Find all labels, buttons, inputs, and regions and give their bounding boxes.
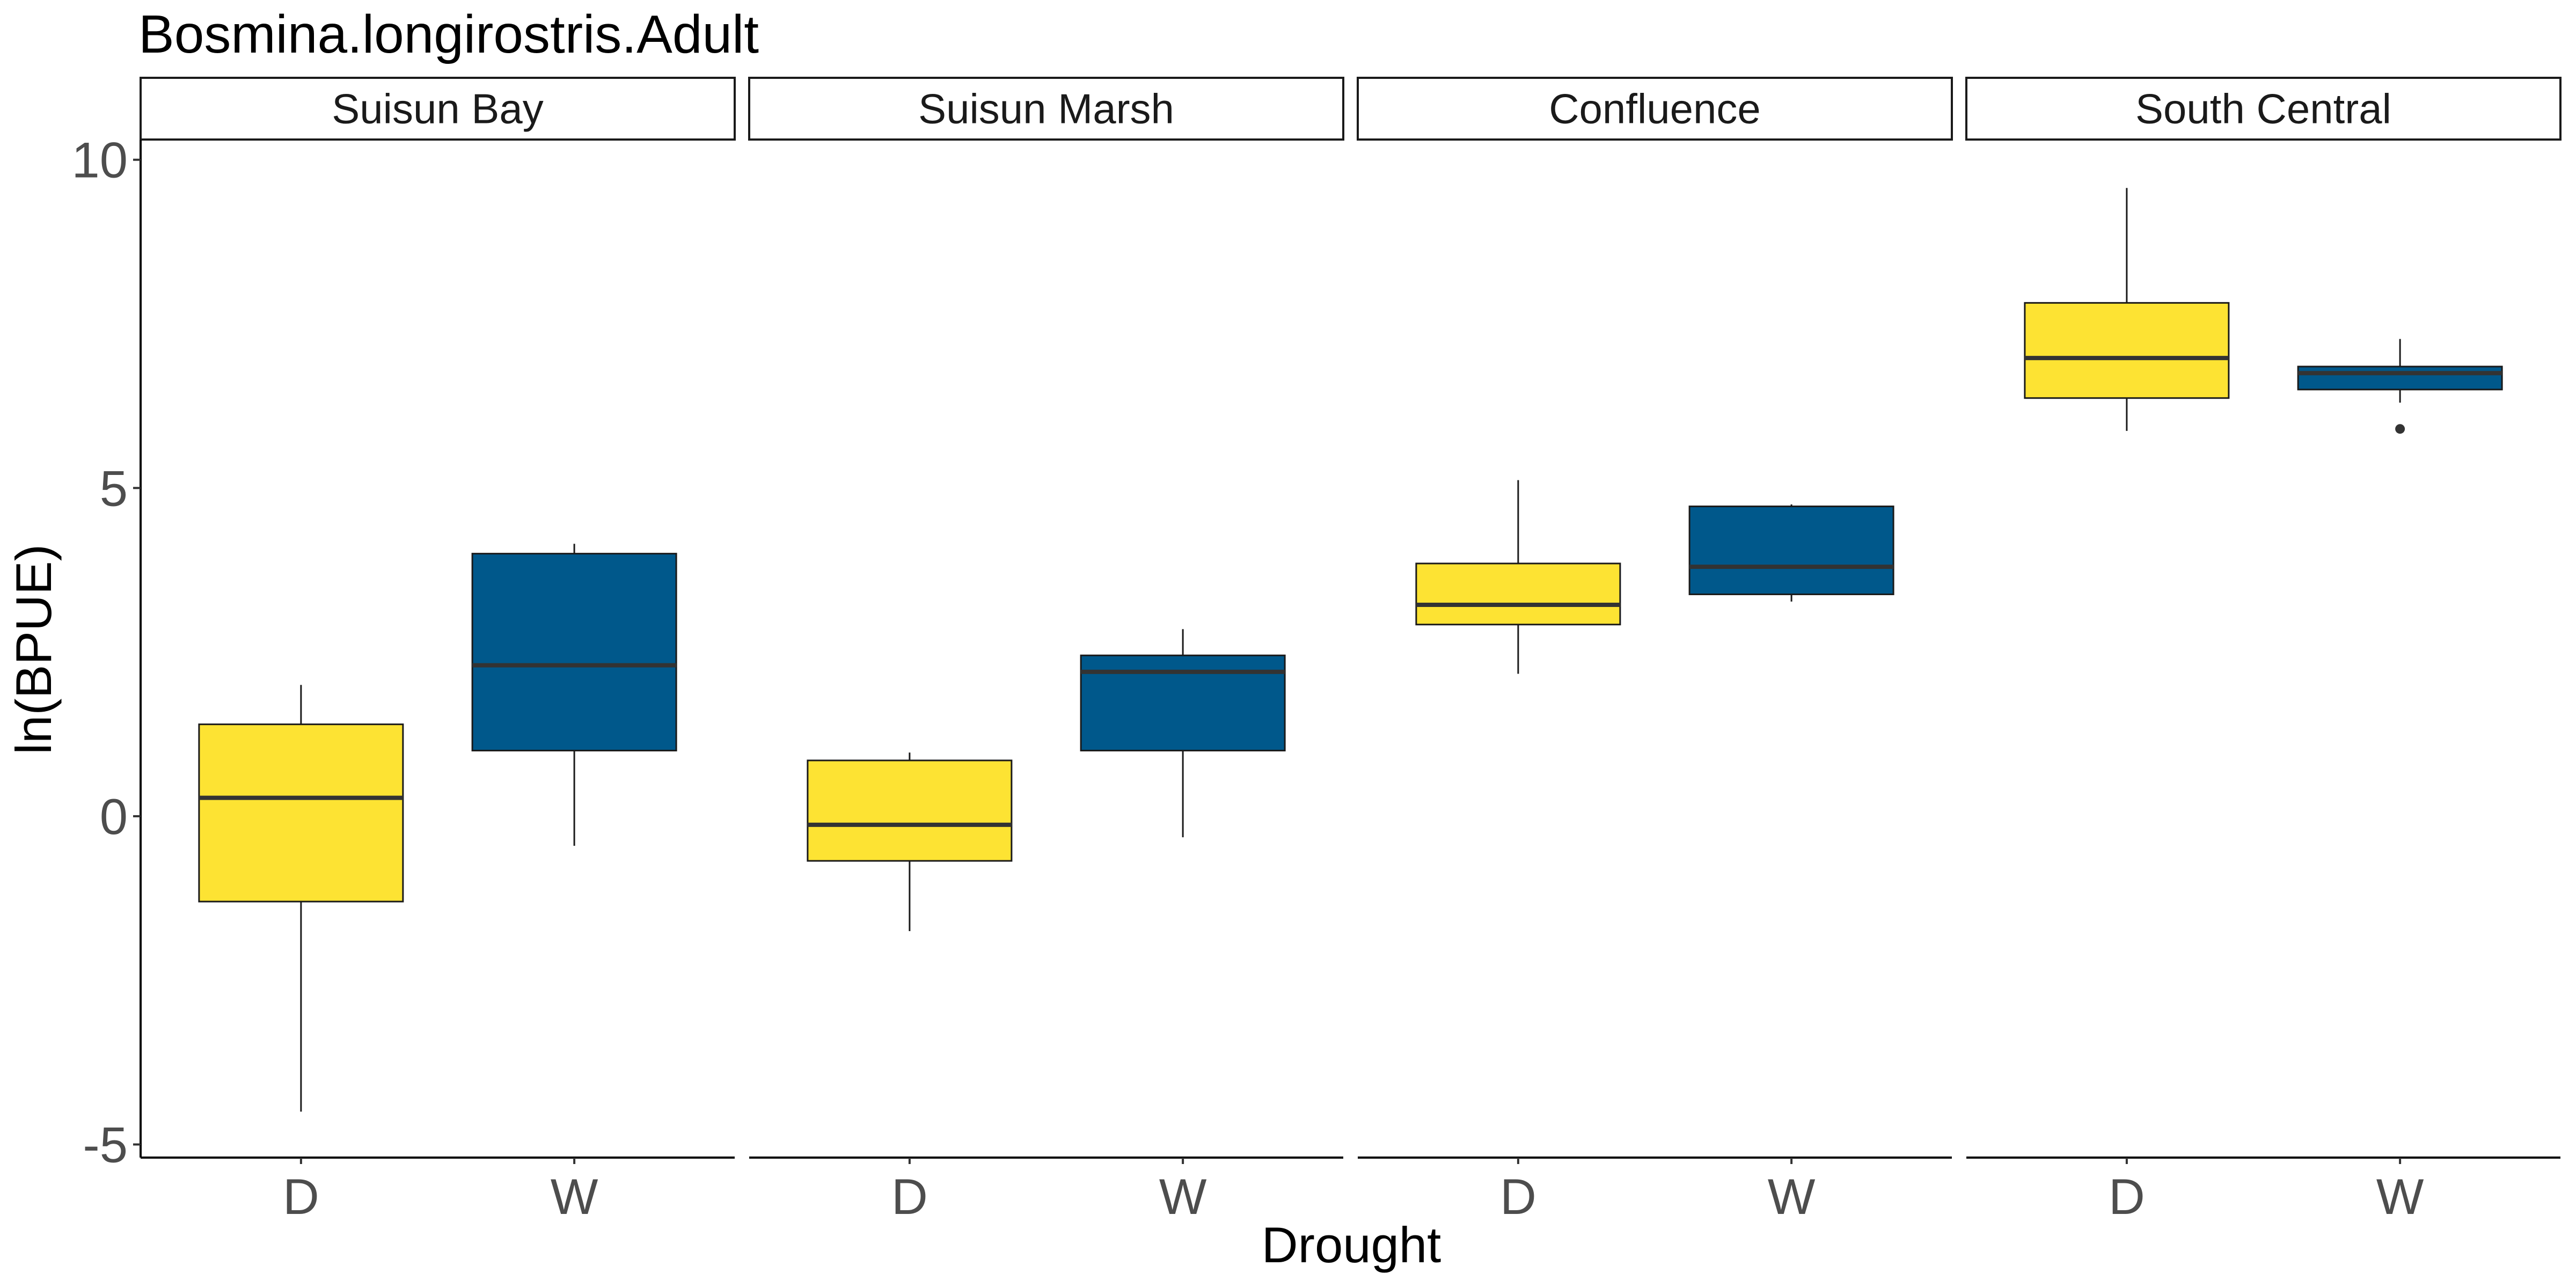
box-body <box>2024 302 2230 399</box>
box-W <box>2297 339 2503 434</box>
y-tick-label: -5 <box>83 1117 128 1173</box>
box-body <box>1688 506 1894 595</box>
box-D <box>2024 188 2230 431</box>
facet-panel: South Central D W <box>1965 77 2562 1225</box>
facet-panel: Suisun Marsh D W <box>748 77 1344 1225</box>
facet-strip <box>1965 77 2562 141</box>
x-tick-label: D <box>283 1168 319 1225</box>
x-tick-label: D <box>2109 1168 2145 1225</box>
x-tick-label: W <box>1159 1168 1207 1225</box>
x-tick-label: D <box>1500 1168 1536 1225</box>
box-D <box>1415 480 1621 674</box>
x-tick-label: W <box>1768 1168 1816 1225</box>
x-tick-label: W <box>2376 1168 2424 1225</box>
y-axis-title: ln(BPUE) <box>5 544 62 755</box>
facet-strip-label: Suisun Bay <box>332 85 544 133</box>
box-body <box>807 759 1013 862</box>
box-body <box>1415 562 1621 626</box>
box-D <box>198 685 404 1112</box>
x-axis-title: Drought <box>1262 1217 1441 1273</box>
box-body <box>471 553 677 752</box>
box-body <box>198 723 404 903</box>
facet-panel: Confluence D W <box>1357 77 1953 1225</box>
y-axis: -5 0 5 10 <box>71 132 142 1173</box>
box-D <box>807 752 1013 931</box>
facet-strip <box>1357 77 1953 141</box>
y-tick-label: 0 <box>100 788 128 845</box>
y-tick-label: 10 <box>71 132 128 188</box>
x-tick-label: W <box>551 1168 598 1225</box>
chart-title: Bosmina.longirostris.Adult <box>138 4 759 64</box>
facet-strip-label: South Central <box>2135 85 2391 133</box>
box-W <box>1080 629 1286 838</box>
y-tick-label: 5 <box>100 460 128 516</box>
outlier-point <box>2395 424 2405 434</box>
facet-strip <box>748 77 1344 141</box>
box-body <box>2297 365 2503 391</box>
box-W <box>1688 504 1894 602</box>
x-tick-label: D <box>891 1168 928 1225</box>
facet-strip <box>140 77 736 141</box>
box-W <box>471 544 677 846</box>
facet-strip-label: Confluence <box>1549 85 1761 133</box>
facet-panel: Suisun Bay D W <box>140 77 736 1225</box>
facet-strip-label: Suisun Marsh <box>918 85 1174 133</box>
